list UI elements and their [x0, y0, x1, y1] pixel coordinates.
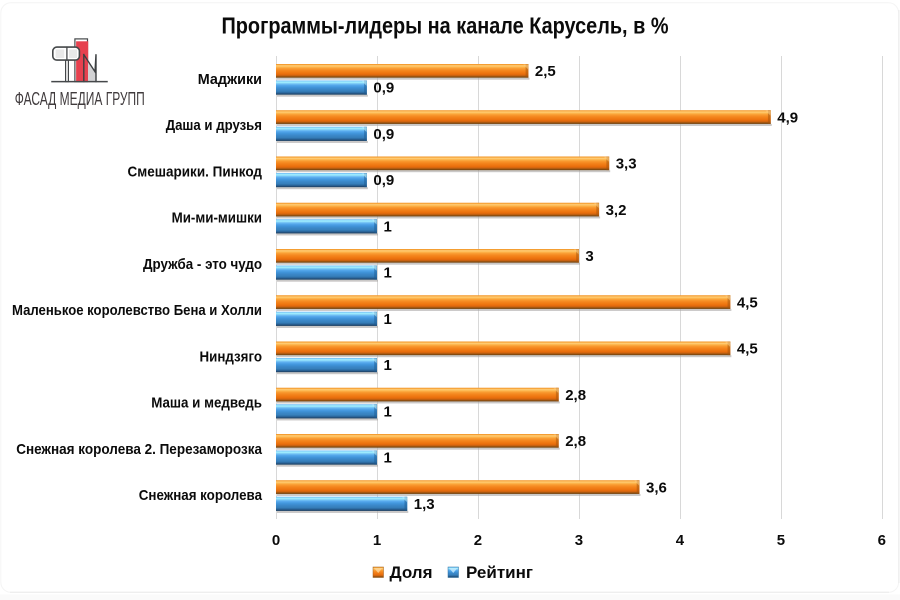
- svg-text:4,5: 4,5: [737, 294, 758, 311]
- svg-text:0,9: 0,9: [373, 80, 394, 97]
- svg-text:4,9: 4,9: [777, 109, 798, 126]
- svg-text:2,8: 2,8: [565, 433, 586, 450]
- svg-text:2,5: 2,5: [535, 63, 556, 80]
- svg-text:Маджики: Маджики: [198, 71, 262, 88]
- svg-text:3: 3: [575, 532, 583, 549]
- svg-text:Снежная королева 2. Перезаморо: Снежная королева 2. Перезаморозка: [16, 441, 262, 458]
- svg-text:Смешарики. Пинкод: Смешарики. Пинкод: [128, 163, 263, 180]
- svg-text:0,9: 0,9: [373, 172, 394, 189]
- svg-text:3,6: 3,6: [646, 479, 667, 496]
- svg-text:1: 1: [373, 532, 381, 549]
- svg-text:0: 0: [272, 532, 280, 549]
- svg-text:1: 1: [383, 450, 391, 467]
- svg-text:Маша и медведь: Маша и медведь: [151, 395, 262, 412]
- svg-text:1: 1: [383, 311, 391, 328]
- svg-text:Рейтинг: Рейтинг: [466, 563, 533, 582]
- svg-text:Даша и друзья: Даша и друзья: [166, 117, 262, 134]
- svg-text:1: 1: [383, 265, 391, 282]
- svg-text:Снежная королева: Снежная королева: [139, 487, 263, 504]
- svg-text:1: 1: [383, 357, 391, 374]
- svg-text:1: 1: [383, 218, 391, 235]
- svg-text:Дружба - это чудо: Дружба - это чудо: [143, 256, 262, 273]
- svg-text:3,3: 3,3: [616, 156, 637, 173]
- svg-text:2,8: 2,8: [565, 387, 586, 404]
- svg-text:Доля: Доля: [390, 563, 433, 582]
- svg-text:1: 1: [383, 403, 391, 420]
- svg-text:Ниндзяго: Ниндзяго: [200, 348, 263, 365]
- svg-text:5: 5: [777, 532, 785, 549]
- svg-text:4,5: 4,5: [737, 341, 758, 358]
- svg-text:Ми-ми-мишки: Ми-ми-мишки: [172, 210, 262, 227]
- svg-text:3: 3: [585, 248, 593, 265]
- svg-text:4: 4: [676, 532, 685, 549]
- svg-text:6: 6: [878, 532, 886, 549]
- svg-text:3,2: 3,2: [606, 202, 627, 219]
- svg-text:ФАСАД МЕДИА ГРУПП: ФАСАД МЕДИА ГРУПП: [15, 89, 145, 109]
- svg-text:1,3: 1,3: [414, 496, 435, 513]
- svg-text:0,9: 0,9: [373, 126, 394, 143]
- svg-text:2: 2: [474, 532, 482, 549]
- svg-text:Программы-лидеры на канале Кар: Программы-лидеры на канале Карусель, в %: [222, 13, 669, 39]
- svg-text:Маленькое королевство Бена и Х: Маленькое королевство Бена и Холли: [12, 302, 262, 319]
